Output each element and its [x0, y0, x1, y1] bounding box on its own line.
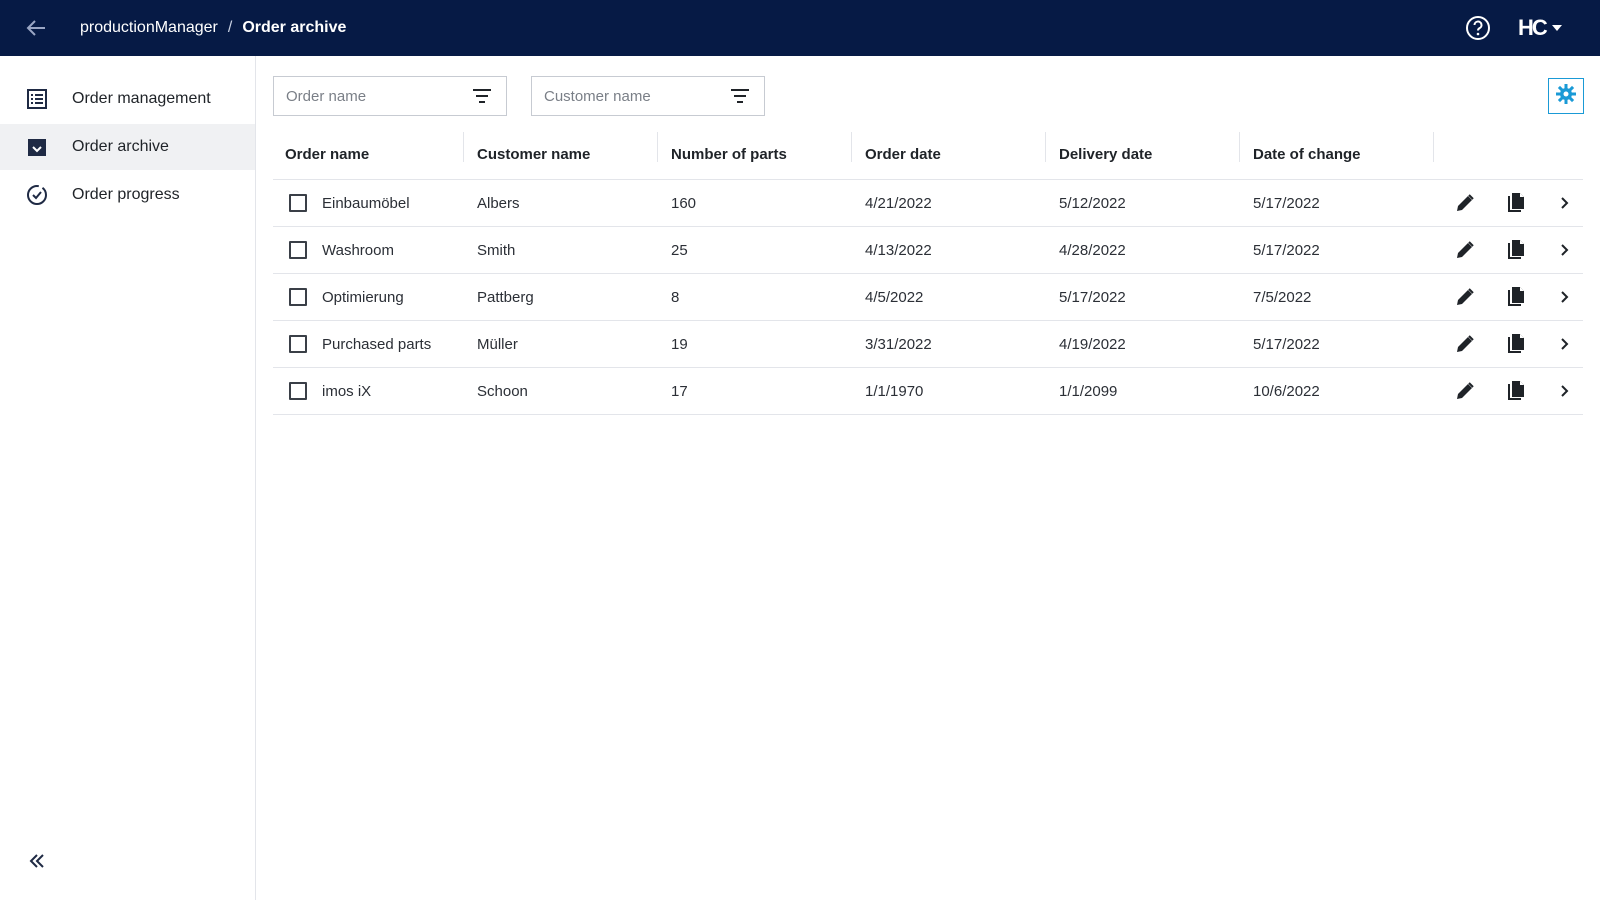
column-divider [463, 132, 464, 162]
orders-table: Order name Customer name Number of parts… [273, 128, 1583, 415]
column-header-date-of-change[interactable]: Date of change [1253, 145, 1361, 163]
filter-icon[interactable] [730, 87, 750, 105]
column-divider [657, 132, 658, 162]
sidebar: Order management Order archive Order pro… [0, 56, 256, 900]
cell-delivery-date: 4/19/2022 [1059, 336, 1126, 353]
table-row[interactable]: Purchased parts Müller 19 3/31/2022 4/19… [273, 321, 1583, 368]
copy-document-icon[interactable] [1504, 332, 1528, 356]
cell-date-of-change: 10/6/2022 [1253, 383, 1320, 400]
cell-number-of-parts: 19 [671, 336, 688, 353]
sidebar-item-label: Order archive [72, 138, 169, 155]
column-header-delivery-date[interactable]: Delivery date [1059, 145, 1153, 163]
cell-order-name: Purchased parts [322, 336, 432, 353]
brand-menu[interactable]: HC [1518, 14, 1562, 42]
row-checkbox[interactable] [289, 335, 307, 353]
order-name-filter-input[interactable] [286, 77, 466, 115]
cell-customer-name: Schoon [477, 383, 528, 400]
chevron-down-icon [1551, 25, 1562, 31]
edit-pencil-icon[interactable] [1453, 332, 1477, 356]
column-divider [1045, 132, 1046, 162]
table-row[interactable]: imos iX Schoon 17 1/1/1970 1/1/2099 10/6… [273, 368, 1583, 415]
cell-date-of-change: 5/17/2022 [1253, 336, 1320, 353]
sidebar-item-order-archive[interactable]: Order archive [0, 124, 255, 170]
back-arrow-icon[interactable] [22, 14, 50, 42]
cell-order-name: Optimierung [322, 289, 404, 306]
table-header: Order name Customer name Number of parts… [273, 128, 1583, 180]
edit-pencil-icon[interactable] [1453, 191, 1477, 215]
row-checkbox[interactable] [289, 241, 307, 259]
cell-delivery-date: 5/12/2022 [1059, 195, 1126, 212]
filter-icon[interactable] [472, 87, 492, 105]
list-icon [26, 88, 48, 110]
cell-order-date: 3/31/2022 [865, 336, 932, 353]
table-row[interactable]: Optimierung Pattberg 8 4/5/2022 5/17/202… [273, 274, 1583, 321]
column-divider [851, 132, 852, 162]
cell-customer-name: Müller [477, 336, 518, 353]
table-row[interactable]: Washroom Smith 25 4/13/2022 4/28/2022 5/… [273, 227, 1583, 274]
cell-customer-name: Pattberg [477, 289, 534, 306]
cell-date-of-change: 5/17/2022 [1253, 195, 1320, 212]
cell-order-date: 4/5/2022 [865, 289, 924, 306]
breadcrumb-current-page: Order archive [242, 19, 347, 36]
row-checkbox[interactable] [289, 382, 307, 400]
progress-check-icon [26, 184, 48, 206]
chevron-right-icon[interactable] [1553, 332, 1577, 356]
cell-customer-name: Albers [477, 195, 520, 212]
copy-document-icon[interactable] [1504, 379, 1528, 403]
cell-number-of-parts: 17 [671, 383, 688, 400]
cell-customer-name: Smith [477, 242, 516, 259]
help-icon[interactable] [1465, 15, 1491, 41]
archive-icon [26, 136, 48, 158]
column-divider [1239, 132, 1240, 162]
chevron-right-icon[interactable] [1553, 379, 1577, 403]
cell-order-date: 4/13/2022 [865, 242, 932, 259]
cell-date-of-change: 5/17/2022 [1253, 242, 1320, 259]
cell-order-name: Einbaumöbel [322, 195, 410, 212]
sidebar-item-label: Order progress [72, 186, 180, 203]
order-name-filter [273, 76, 507, 116]
column-header-customer-name[interactable]: Customer name [477, 145, 591, 163]
column-header-number-of-parts[interactable]: Number of parts [671, 145, 787, 163]
copy-document-icon[interactable] [1504, 191, 1528, 215]
row-checkbox[interactable] [289, 288, 307, 306]
cell-order-date: 1/1/1970 [865, 383, 924, 400]
row-checkbox[interactable] [289, 194, 307, 212]
gear-icon [1555, 83, 1577, 109]
column-divider [1433, 132, 1434, 162]
table-settings-button[interactable] [1548, 78, 1584, 114]
customer-name-filter [531, 76, 765, 116]
column-header-order-name[interactable]: Order name [285, 145, 370, 163]
breadcrumb-app-name[interactable]: productionManager [80, 19, 218, 36]
cell-order-name: Washroom [322, 242, 394, 259]
sidebar-item-order-progress[interactable]: Order progress [0, 172, 255, 218]
chevron-right-icon[interactable] [1553, 191, 1577, 215]
collapse-sidebar-icon[interactable] [26, 850, 48, 872]
chevron-right-icon[interactable] [1553, 238, 1577, 262]
cell-delivery-date: 1/1/2099 [1059, 383, 1118, 400]
copy-document-icon[interactable] [1504, 285, 1528, 309]
cell-order-name: imos iX [322, 383, 372, 400]
cell-number-of-parts: 25 [671, 242, 688, 259]
top-bar: productionManager / Order archive HC [0, 0, 1600, 56]
chevron-right-icon[interactable] [1553, 285, 1577, 309]
cell-date-of-change: 7/5/2022 [1253, 289, 1312, 306]
cell-order-date: 4/21/2022 [865, 195, 932, 212]
cell-number-of-parts: 8 [671, 289, 680, 306]
edit-pencil-icon[interactable] [1453, 238, 1477, 262]
sidebar-item-order-management[interactable]: Order management [0, 76, 255, 122]
table-body: Einbaumöbel Albers 160 4/21/2022 5/12/20… [273, 180, 1583, 415]
cell-number-of-parts: 160 [671, 195, 697, 212]
brand-logo: HC [1518, 15, 1548, 40]
edit-pencil-icon[interactable] [1453, 379, 1477, 403]
table-row[interactable]: Einbaumöbel Albers 160 4/21/2022 5/12/20… [273, 180, 1583, 227]
column-header-order-date[interactable]: Order date [865, 145, 941, 163]
copy-document-icon[interactable] [1504, 238, 1528, 262]
cell-delivery-date: 5/17/2022 [1059, 289, 1126, 306]
breadcrumb: productionManager / Order archive [80, 0, 346, 56]
breadcrumb-separator: / [227, 19, 233, 36]
cell-delivery-date: 4/28/2022 [1059, 242, 1126, 259]
sidebar-item-label: Order management [72, 90, 211, 107]
edit-pencil-icon[interactable] [1453, 285, 1477, 309]
customer-name-filter-input[interactable] [544, 77, 724, 115]
